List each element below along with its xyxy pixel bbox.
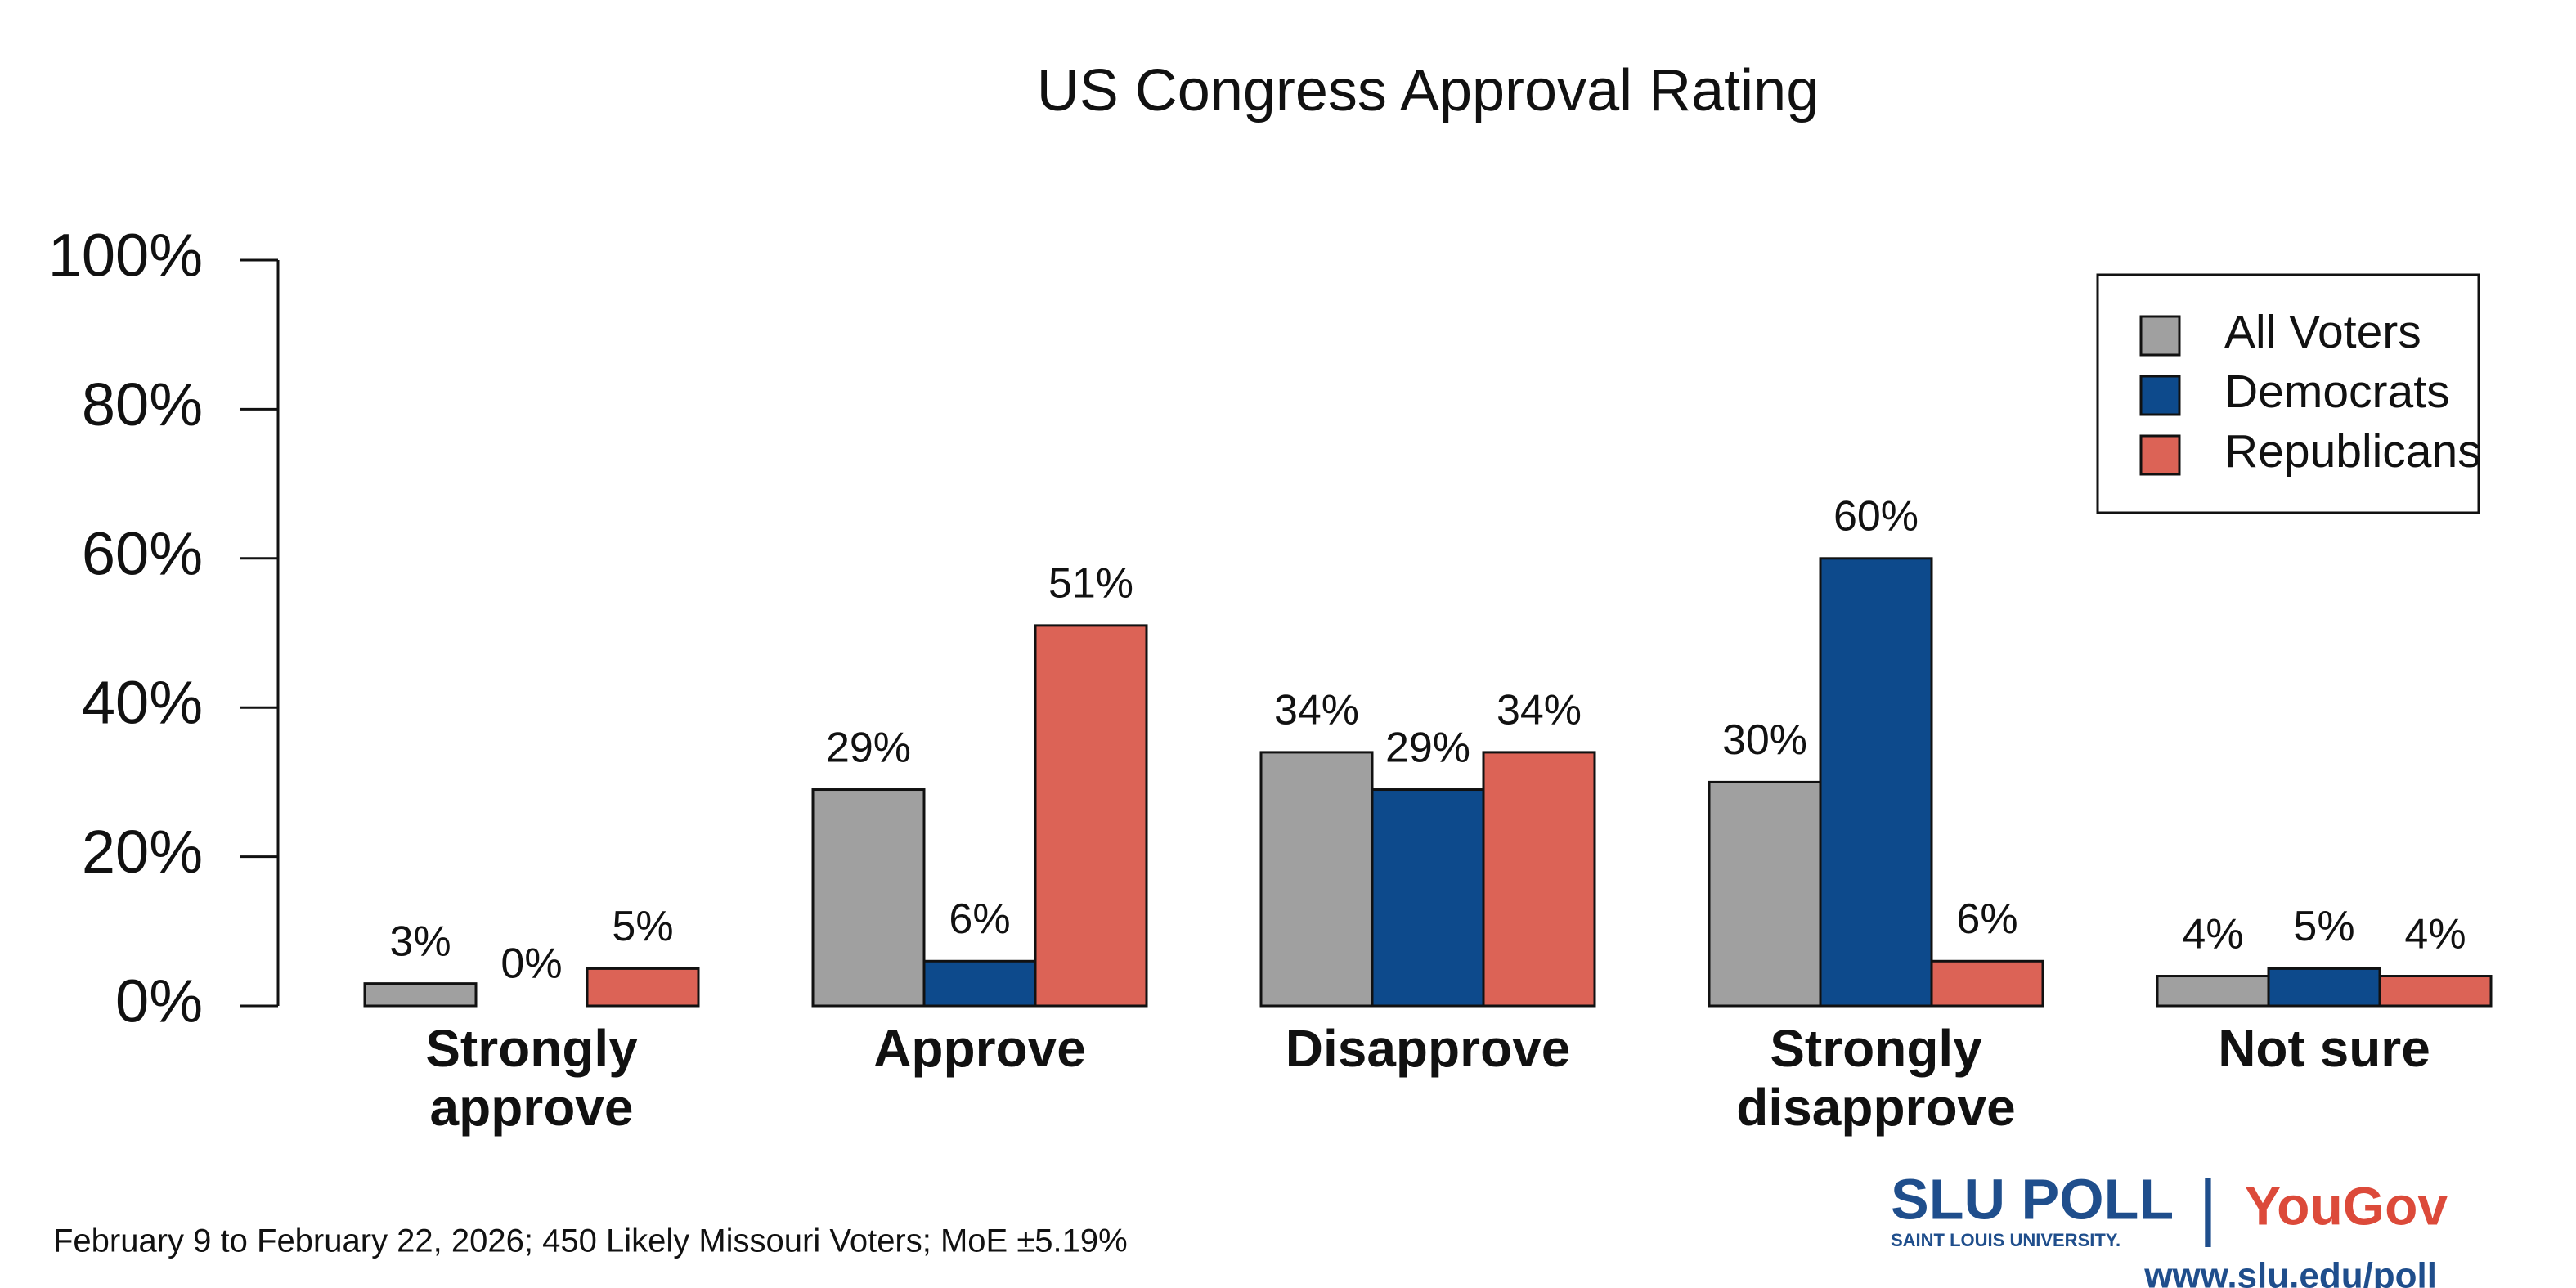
note: February 9 to February 22, 2026; 450 Lik… bbox=[53, 1223, 1128, 1259]
logo-name: SLU POLL bbox=[1891, 1167, 2174, 1231]
y-tick-label: 20% bbox=[82, 818, 203, 886]
bar bbox=[1708, 780, 1822, 1008]
logo-url: www.slu.edu/poll bbox=[2143, 1256, 2437, 1288]
legend-label: All Voters bbox=[2224, 306, 2421, 358]
y-tick-label: 100% bbox=[48, 222, 203, 289]
x-tick-label: Not sure bbox=[2218, 1019, 2430, 1078]
legend-swatch bbox=[2139, 375, 2181, 416]
y-tick-label: 40% bbox=[82, 669, 203, 737]
logo-partner: YouGov bbox=[2245, 1175, 2448, 1236]
bar bbox=[922, 959, 1037, 1008]
value-label: 5% bbox=[612, 903, 673, 950]
bar bbox=[1482, 751, 1596, 1008]
logo-subname: SAINT LOUIS UNIVERSITY. bbox=[1891, 1230, 2120, 1250]
value-label: 51% bbox=[1048, 560, 1133, 608]
value-label: 34% bbox=[1497, 687, 1582, 734]
chart-title: US Congress Approval Rating bbox=[1037, 58, 1820, 123]
x-tick-label: Strongly approve bbox=[425, 1019, 638, 1137]
value-label: 4% bbox=[2404, 910, 2466, 958]
value-label: 30% bbox=[1722, 716, 1807, 764]
logo-separator: | bbox=[2198, 1166, 2217, 1248]
bar bbox=[811, 788, 926, 1008]
y-tick-label: 80% bbox=[82, 370, 203, 438]
value-label: 4% bbox=[2182, 910, 2243, 958]
bar bbox=[586, 967, 700, 1008]
value-label: 5% bbox=[2293, 903, 2354, 950]
x-tick-label: Disapprove bbox=[1285, 1019, 1571, 1078]
value-label: 6% bbox=[949, 895, 1010, 943]
bar bbox=[1819, 557, 1933, 1008]
x-tick-label: Strongly disapprove bbox=[1736, 1019, 2016, 1137]
value-label: 0% bbox=[500, 940, 562, 988]
bar bbox=[2267, 967, 2381, 1008]
value-label: 34% bbox=[1274, 687, 1359, 734]
legend-swatch bbox=[2139, 434, 2181, 476]
bar bbox=[1259, 751, 1374, 1008]
bar bbox=[2378, 975, 2493, 1008]
legend-swatch bbox=[2139, 315, 2181, 357]
bar bbox=[1034, 624, 1148, 1008]
bar bbox=[2156, 975, 2270, 1008]
legend-label: Democrats bbox=[2224, 366, 2450, 418]
value-label: 29% bbox=[1385, 724, 1470, 771]
bar bbox=[1930, 959, 2044, 1008]
x-tick-label: Approve bbox=[873, 1019, 1086, 1078]
value-label: 6% bbox=[1956, 895, 2017, 943]
y-tick-label: 60% bbox=[82, 519, 203, 587]
bar bbox=[1371, 788, 1485, 1008]
value-label: 3% bbox=[389, 918, 451, 965]
y-tick-label: 0% bbox=[115, 967, 203, 1035]
value-label: 29% bbox=[826, 724, 911, 771]
legend-label: Republicans bbox=[2224, 425, 2481, 478]
value-label: 60% bbox=[1833, 493, 1919, 541]
bar bbox=[363, 982, 478, 1008]
